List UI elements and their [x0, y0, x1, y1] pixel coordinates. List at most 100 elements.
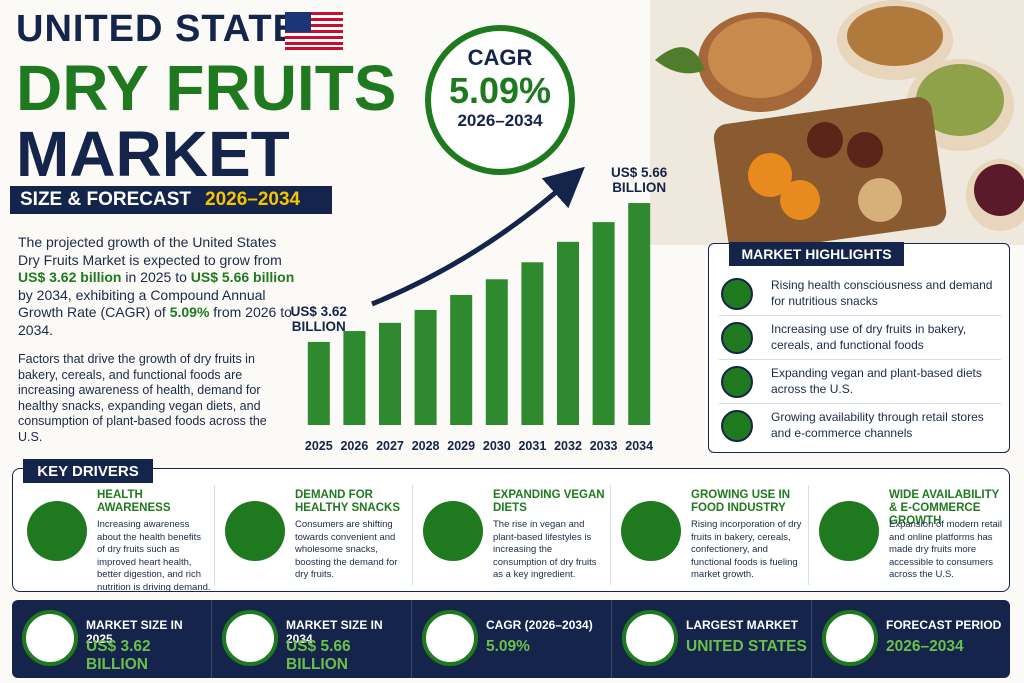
cagr-label: CAGR: [467, 45, 533, 70]
stat-value: 5.09%: [486, 638, 530, 655]
x-tick-label: 2033: [590, 439, 618, 453]
x-tick-label: 2034: [625, 439, 653, 453]
x-tick-label: 2029: [447, 439, 475, 453]
icon: [721, 278, 753, 310]
stats-bar: MARKET SIZE IN 2025 US$ 3.62 BILLION MARK…: [12, 600, 1010, 678]
intro-part: in 2025 to: [121, 269, 191, 285]
driver: HEALTH AWARENESS Increasing awareness abo…: [17, 485, 215, 593]
driver-text: Expansion of modern retail and online pl…: [889, 519, 1003, 580]
bar: [307, 341, 330, 425]
bar: [414, 309, 437, 425]
food-photo: [650, 0, 1024, 245]
stat: CAGR (2026–2034) 5.09%: [412, 600, 612, 678]
icon: [822, 610, 878, 666]
subtitle-years: 2026–2034: [205, 189, 301, 210]
key-drivers-title: KEY DRIVERS: [23, 459, 153, 483]
driver-title: HEALTH AWARENESS: [97, 489, 171, 514]
highlights-box: MARKET HIGHLIGHTS Rising health consciou…: [708, 242, 1010, 453]
driver-text: Increasing awareness about the health be…: [97, 519, 211, 593]
x-tick-label: 2025: [305, 439, 333, 453]
driver-title: WIDE AVAILABILITY & E-COMMERCE GROWTH: [889, 489, 1000, 527]
x-tick-label: 2030: [483, 439, 511, 453]
highlight-text: Growing availability through retail stor…: [771, 410, 984, 440]
us-flag: [285, 12, 343, 50]
subtitle-text: SIZE & FORECAST: [20, 189, 192, 210]
bar: [628, 203, 651, 425]
icon: [225, 501, 285, 561]
highlights-title: MARKET HIGHLIGHTS: [729, 242, 904, 266]
stat-label: CAGR (2026–2034): [486, 618, 593, 632]
stat: MARKET SIZE IN 2034 US$ 5.66 BILLION: [212, 600, 412, 678]
icon: [721, 366, 753, 398]
value-label: US$ 3.62 BILLION: [290, 303, 347, 334]
bar: [557, 241, 579, 425]
title-line: MARKET: [16, 118, 290, 190]
stat-value: UNITED STATES: [686, 638, 807, 655]
stat: LARGEST MARKET UNITED STATES: [612, 600, 812, 678]
driver-title: GROWING USE IN FOOD INDUSTRY: [691, 489, 791, 514]
icon: [721, 322, 753, 354]
intro-highlight: US$ 5.66 billion: [190, 269, 295, 285]
bar: [592, 222, 615, 425]
stat-value: US$ 3.62 BILLION: [86, 638, 151, 673]
icon: [27, 501, 87, 561]
icon: [22, 610, 78, 666]
x-tick-label: 2032: [554, 439, 582, 453]
bar: [521, 262, 544, 425]
growth-arrow: [371, 166, 585, 307]
subtitle: SIZE & FORECAST 2026–2034: [10, 186, 332, 214]
intro-highlight: 5.09%: [169, 304, 210, 320]
intro-part: from 2026 to 2034.: [18, 304, 292, 338]
icon: [423, 501, 483, 561]
x-tick-label: 2031: [518, 439, 546, 453]
stat-label: MARKET SIZE IN 2034: [286, 618, 383, 646]
icon: [621, 501, 681, 561]
highlight-text: Expanding vegan and plant-based diets ac…: [771, 366, 982, 396]
highlight-item: Expanding vegan and plant-based diets ac…: [719, 360, 1001, 404]
driver: EXPANDING VEGAN DIETS The rise in vegan a…: [413, 485, 611, 585]
stat-label: LARGEST MARKET: [686, 618, 798, 632]
driver: GROWING USE IN FOOD INDUSTRY Rising incor…: [611, 485, 809, 585]
x-tick-label: 2027: [376, 439, 404, 453]
cagr-value: 5.09%: [448, 70, 552, 111]
driver: DEMAND FOR HEALTHY SNACKS Consumers are s…: [215, 485, 413, 585]
icon: [422, 610, 478, 666]
bar: [379, 322, 401, 425]
highlight-text: Rising health consciousness and demand f…: [771, 278, 993, 308]
driver-title: DEMAND FOR HEALTHY SNACKS: [295, 489, 400, 514]
stat: MARKET SIZE IN 2025 US$ 3.62 BILLION: [12, 600, 212, 678]
stat-value: 2026–2034: [886, 638, 964, 655]
cagr-badge: CAGR 5.09% 2026–2034: [425, 25, 575, 175]
bar: [450, 294, 473, 425]
title-line: UNITED STATES: [16, 8, 326, 50]
driver-title: EXPANDING VEGAN DIETS: [493, 489, 605, 514]
cagr-period: 2026–2034: [457, 111, 543, 130]
bar: [485, 279, 508, 425]
highlight-text: Increasing use of dry fruits in bakery, …: [771, 322, 967, 352]
highlight-item: Increasing use of dry fruits in bakery, …: [719, 316, 1001, 360]
driver-text: Consumers are shifting towards convenien…: [295, 519, 398, 580]
intro-text: The projected growth of the United State…: [18, 234, 298, 339]
highlight-item: Growing availability through retail stor…: [719, 404, 1001, 448]
title-line: DRY FRUITS: [16, 52, 397, 124]
stat-label: MARKET SIZE IN 2025: [86, 618, 183, 646]
driver-text: The rise in vegan and plant-based lifest…: [493, 519, 597, 580]
driver-text: Rising incorporation of dry fruits in ba…: [691, 519, 802, 580]
icon: [721, 410, 753, 442]
bar: [343, 331, 366, 425]
x-tick-label: 2026: [340, 439, 368, 453]
intro-part: by 2034, exhibiting a Compound Annual Gr…: [18, 286, 266, 321]
intro-part: The projected growth of the United State…: [18, 234, 282, 268]
icon: [622, 610, 678, 666]
key-drivers: KEY DRIVERS HEALTH AWARENESS Increasing a…: [12, 459, 1010, 593]
stat-value: US$ 5.66 BILLION: [286, 638, 351, 673]
icon: [222, 610, 278, 666]
intro-highlight: US$ 3.62 billion: [18, 269, 122, 285]
factors-text: Factors that drive the growth of dry fru…: [18, 352, 267, 444]
stat-label: FORECAST PERIOD: [886, 618, 1002, 632]
highlight-item: Rising health consciousness and demand f…: [719, 272, 1001, 316]
x-tick-label: 2028: [412, 439, 440, 453]
value-label: US$ 5.66 BILLION: [611, 165, 668, 196]
